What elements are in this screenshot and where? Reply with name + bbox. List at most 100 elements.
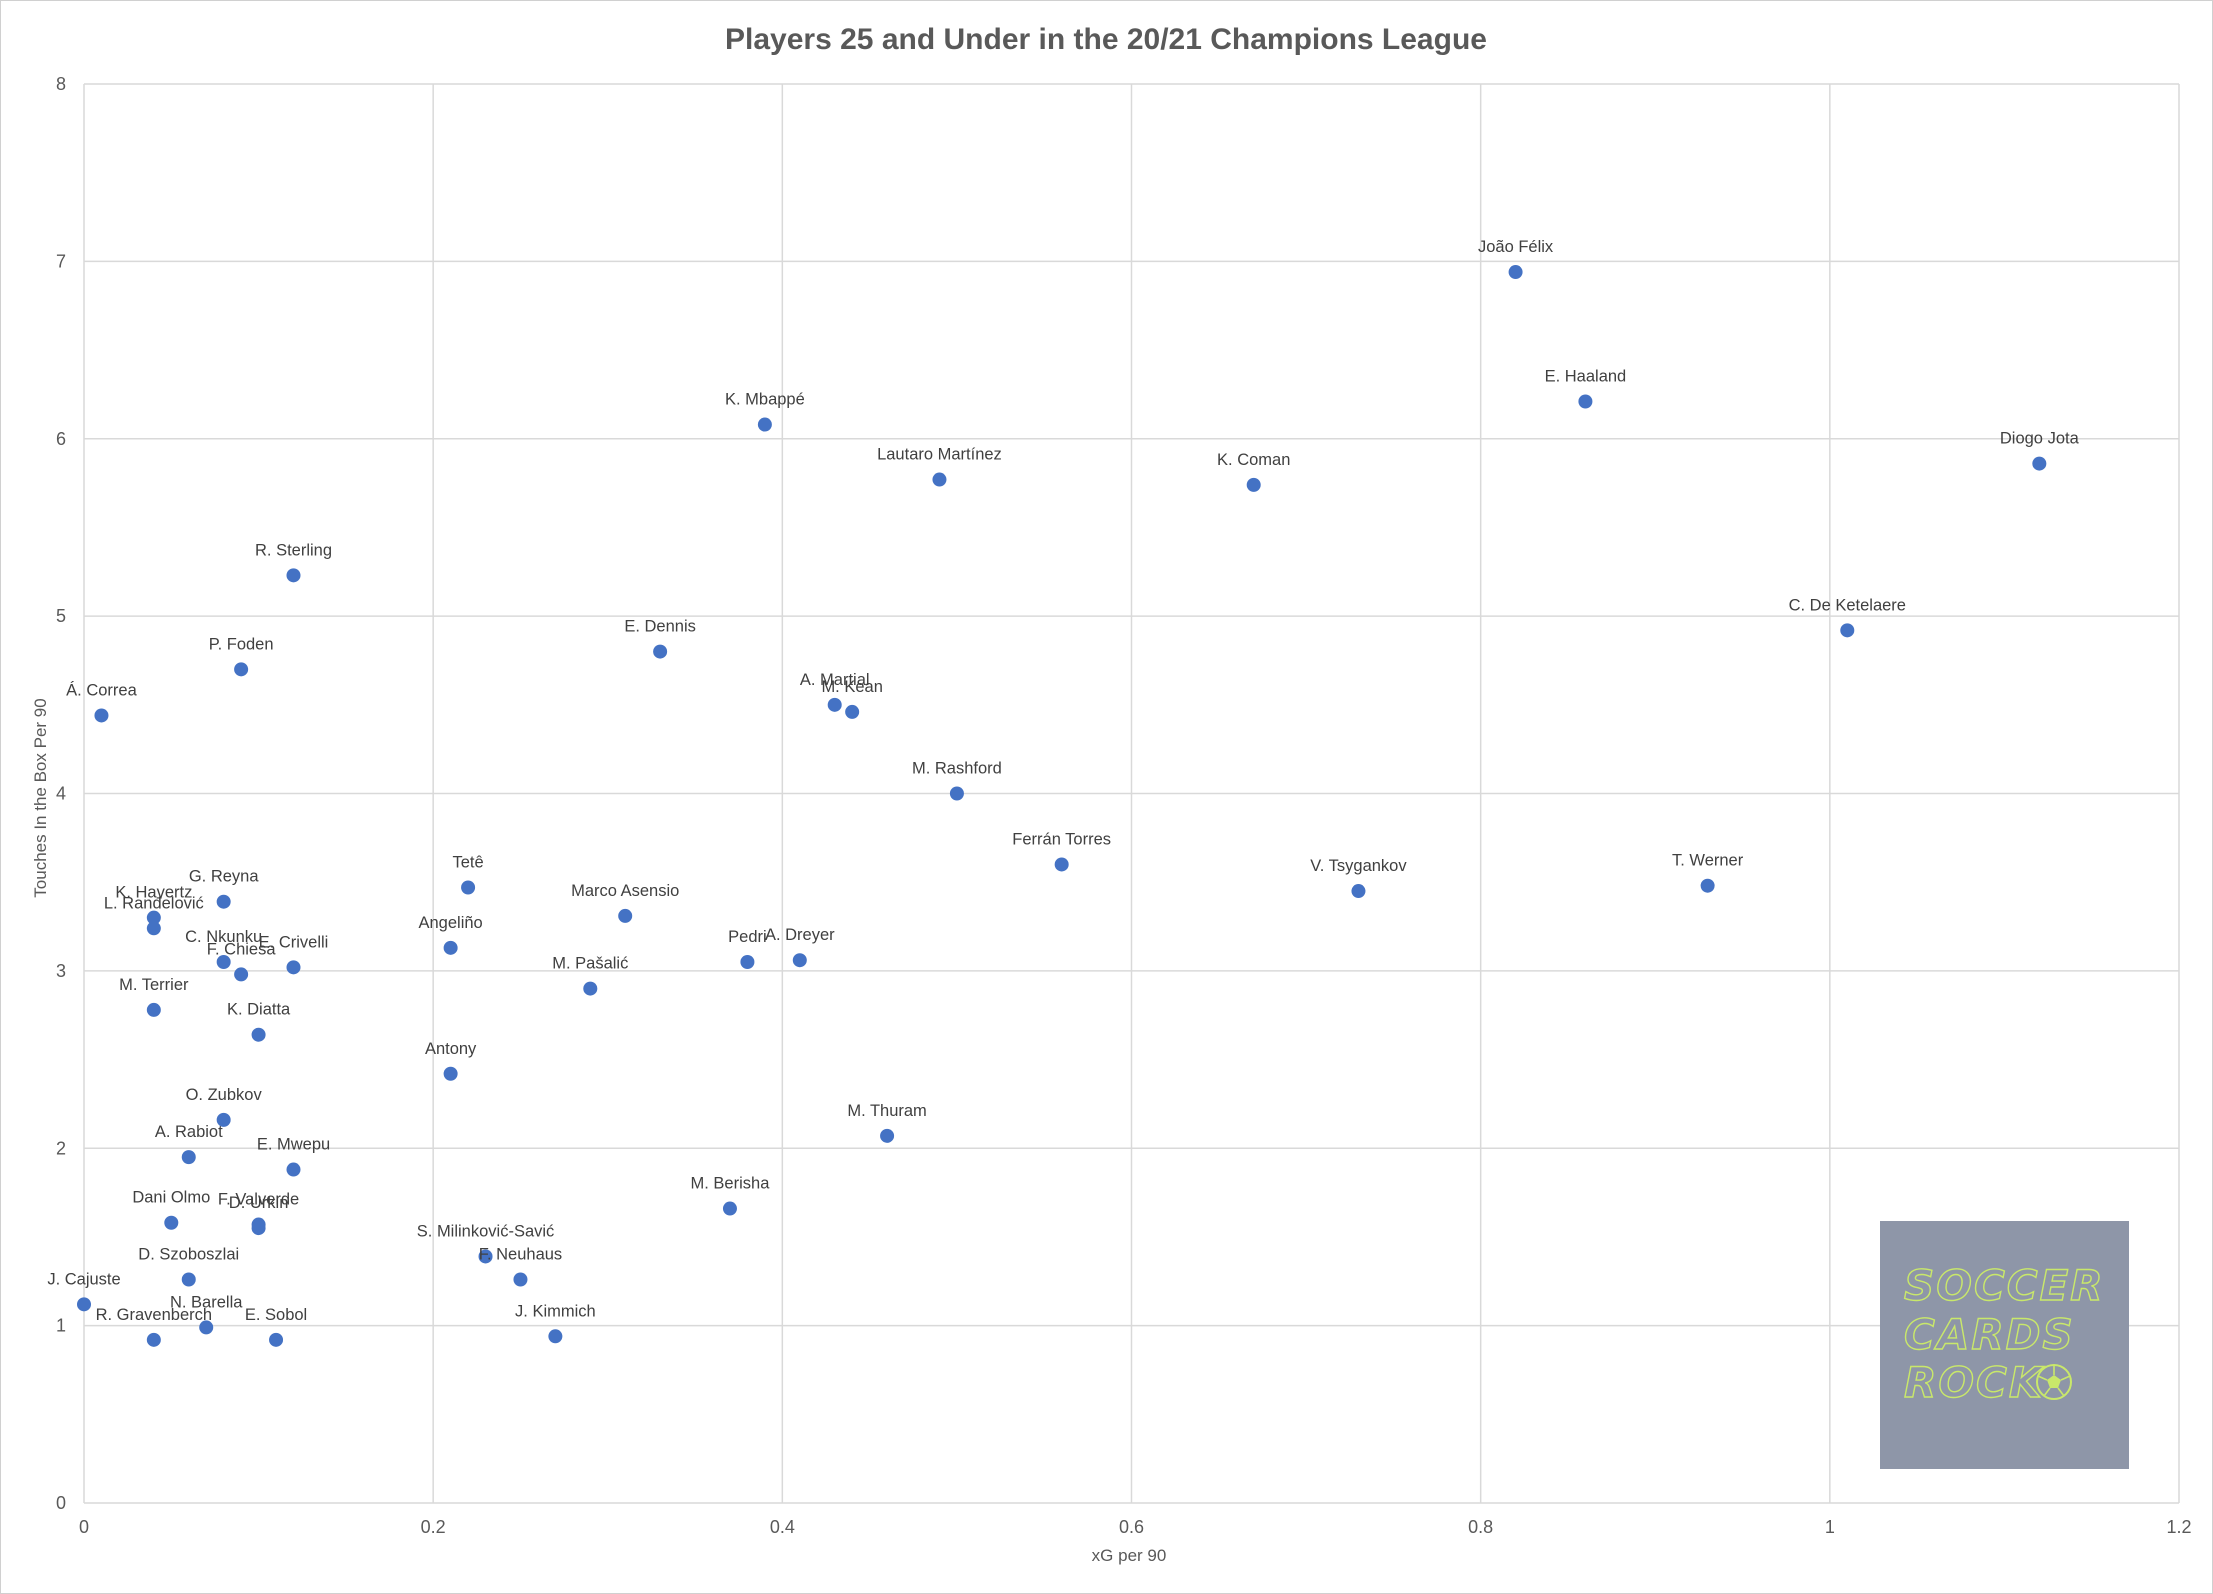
y-tick-label: 8 [56, 74, 66, 94]
data-point [583, 981, 598, 996]
data-point [269, 1332, 284, 1347]
data-point [653, 644, 668, 659]
data-point-label: Angeliño [419, 914, 483, 932]
data-point-label: N. Barella [170, 1293, 243, 1311]
data-point-label: F. Neuhaus [479, 1246, 562, 1264]
data-point-label: C. De Ketelaere [1789, 596, 1906, 614]
data-point [1054, 857, 1069, 872]
x-tick-label: 0.8 [1468, 1517, 1493, 1537]
y-tick-label: 4 [56, 784, 66, 804]
x-tick-label: 0.2 [421, 1517, 446, 1537]
data-point [181, 1272, 196, 1287]
data-point-label: M. Kean [821, 678, 882, 696]
data-point-label: F. Chiesa [207, 940, 277, 958]
data-point-label: E. Haaland [1545, 368, 1627, 386]
y-tick-label: 6 [56, 429, 66, 449]
data-point [181, 1150, 196, 1165]
x-tick-label: 0.4 [770, 1517, 795, 1537]
data-point-label: Tetê [452, 854, 483, 872]
gridlines [83, 83, 2180, 1504]
data-point [216, 894, 231, 909]
data-point [146, 1332, 161, 1347]
data-point [461, 880, 476, 895]
data-point [792, 953, 807, 968]
data-points: João Félix E. Haaland Diogo Jota K. Mbappé L… [47, 238, 2080, 1347]
data-point-label: F. Valverde [218, 1191, 299, 1209]
x-tick-label: 1 [1825, 1517, 1835, 1537]
data-point-label: E. Crivelli [259, 933, 329, 951]
data-point-label: Dani Olmo [132, 1189, 210, 1207]
data-point-label: Ferrán Torres [1012, 830, 1111, 848]
data-point-label: R. Gravenberch [96, 1306, 212, 1324]
data-point [234, 662, 249, 677]
data-point [880, 1128, 895, 1143]
data-point-label: E. Dennis [624, 618, 696, 636]
data-point-label: E. Mwepu [257, 1136, 330, 1154]
data-point-label: C. Nkunku [185, 928, 262, 946]
data-point-label: R. Sterling [255, 541, 332, 559]
data-point [1246, 477, 1261, 492]
data-point [286, 568, 301, 583]
data-point-label: K. Diatta [227, 1001, 291, 1019]
data-point [757, 417, 772, 432]
data-point-label: M. Rashford [912, 760, 1002, 778]
data-point [1351, 884, 1366, 899]
soccer-cards-rock-logo: SOCCER CARDS ROCK [1880, 1221, 2129, 1469]
data-point-label: Diogo Jota [2000, 430, 2080, 448]
y-tick-label: 0 [56, 1493, 66, 1513]
data-point-label: K. Coman [1217, 451, 1290, 469]
data-point [845, 704, 860, 719]
data-point [740, 955, 755, 970]
data-point [949, 786, 964, 801]
data-point [443, 940, 458, 955]
data-point [2032, 456, 2047, 471]
data-point [286, 960, 301, 975]
data-point-label: K. Mbappé [725, 391, 805, 409]
y-tick-label: 1 [56, 1316, 66, 1336]
logo-line-2: CARDS [1904, 1310, 2075, 1359]
data-point-label: J. Kimmich [515, 1302, 596, 1320]
data-point [827, 697, 842, 712]
data-point-label: V. Tsygankov [1310, 857, 1407, 875]
data-point-label: Lautaro Martínez [877, 446, 1002, 464]
data-point-label: K. Havertz [115, 884, 192, 902]
data-point-label: D. Szoboszlai [138, 1246, 239, 1264]
data-point [77, 1297, 91, 1312]
data-point [164, 1215, 179, 1230]
data-point [932, 472, 947, 487]
data-point-label: M. Berisha [691, 1175, 771, 1193]
data-point [146, 910, 161, 925]
data-point-label: Marco Asensio [571, 882, 679, 900]
data-point [1840, 623, 1855, 638]
data-point-label: Antony [425, 1040, 477, 1058]
data-point-label: M. Thuram [847, 1102, 926, 1120]
data-point-label: D. Urkin [229, 1194, 289, 1212]
data-point-label: P. Foden [209, 635, 274, 653]
x-tick-label: 0 [79, 1517, 89, 1537]
data-point-label: G. Reyna [189, 868, 260, 886]
data-point [216, 955, 231, 970]
data-point-label: J. Cajuste [47, 1270, 120, 1288]
data-point-label: L. Ranđelović [104, 894, 204, 912]
chart-title: Players 25 and Under in the 20/21 Champi… [725, 23, 1487, 56]
x-axis-title: xG per 90 [1092, 1546, 1167, 1565]
logo-line-1: SOCCER [1904, 1261, 2105, 1310]
data-point [146, 921, 161, 936]
y-axis-title: Touches In the Box Per 90 [31, 698, 50, 897]
data-point [286, 1162, 301, 1177]
data-point [618, 908, 633, 923]
data-point [513, 1272, 528, 1287]
y-tick-label: 7 [56, 251, 66, 271]
y-tick-label: 5 [56, 606, 66, 626]
data-point-label: S. Milinković-Savić [417, 1222, 555, 1240]
data-point [1578, 394, 1593, 409]
axis-ticks: 0 0.2 0.4 0.6 0.8 1 1.2 0 1 2 3 4 5 6 7 8 [56, 74, 2192, 1537]
data-point [443, 1066, 458, 1081]
data-point [548, 1329, 563, 1344]
data-point-label: Á. Correa [66, 680, 137, 699]
data-point [1700, 878, 1715, 893]
data-point-label: A. Dreyer [765, 926, 835, 944]
logo-line-3: ROCK [1904, 1358, 2045, 1407]
soccer-ball-icon [2036, 1364, 2072, 1400]
